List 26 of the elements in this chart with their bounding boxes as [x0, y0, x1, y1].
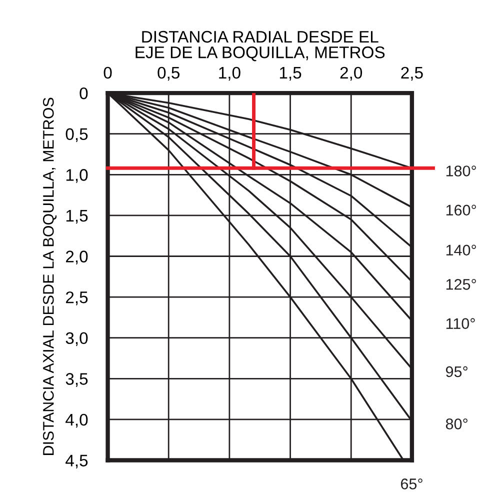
text: 140° [446, 244, 476, 256]
x-tick-label: 1,5 [280, 67, 302, 81]
y-tick-label: 4,5 [66, 454, 88, 468]
x-tick-label: 2,5 [401, 66, 423, 81]
text: 160° [446, 204, 476, 216]
x-axis-title: DISTANCIA RADIAL DESDE EL EJE DE LA BOQUILLA, METROS [136, 30, 385, 62]
text: 95° [446, 366, 468, 378]
y-tick-label: 3,5 [66, 373, 88, 387]
y-tick-label: 3,0 [66, 332, 88, 346]
x-tick-label: 0 [104, 66, 112, 79]
y-tick-label: 0,5 [66, 128, 88, 142]
y-tick-label: 2,0 [66, 250, 88, 264]
y-tick-label: 1,0 [66, 169, 88, 183]
text: 180° [446, 166, 476, 176]
y-axis-title: DISTANCIA AXIAL DESDE LA BOQUILLA, METROS [42, 98, 57, 455]
y-tick-label: 0 [80, 87, 88, 100]
text: 80° [446, 418, 468, 430]
text: 110° [446, 318, 475, 329]
series-label: 65° [400, 478, 422, 490]
y-tick-label: 1,5 [66, 210, 88, 224]
y-tick-label: 2,5 [66, 291, 88, 306]
x-tick-label: 2,0 [340, 66, 362, 81]
text: 125° [446, 278, 476, 290]
x-tick-label: 0,5 [158, 66, 180, 81]
x-tick-label: 1,0 [219, 66, 240, 81]
y-tick-label: 4,0 [66, 414, 88, 428]
